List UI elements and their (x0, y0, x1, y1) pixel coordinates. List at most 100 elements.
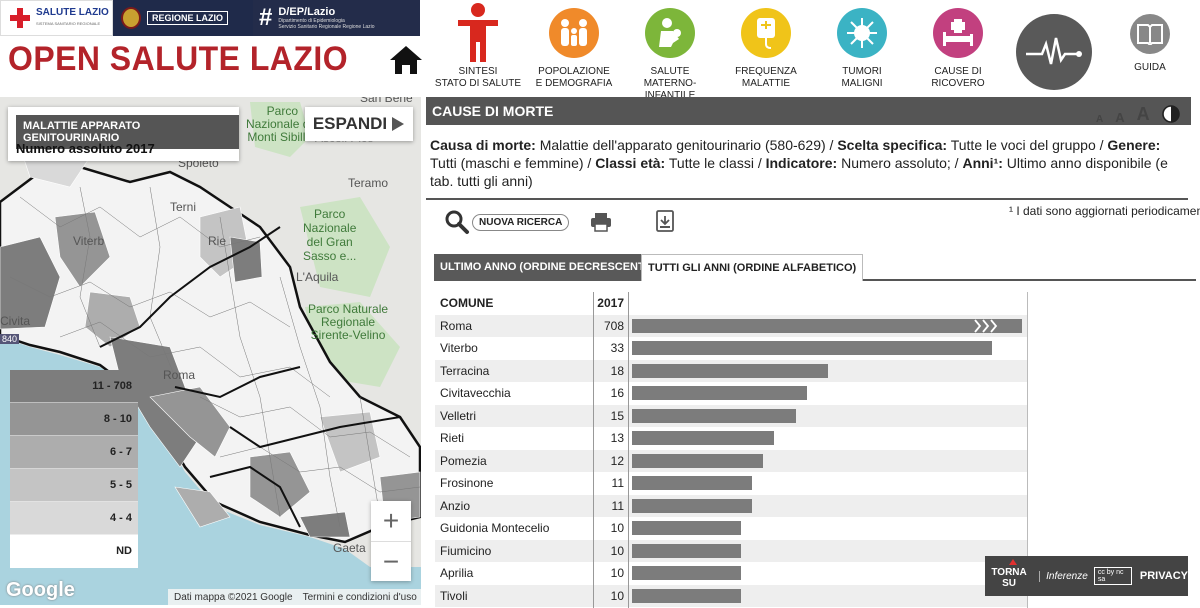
choropleth-map[interactable]: San Bene Parco Nazionale dei Monti Sibil… (0, 97, 421, 605)
nav-item[interactable]: POPOLAZIONE E DEMOGRAFIA (526, 8, 622, 90)
site-title[interactable]: OPEN SALUTE LAZIO (8, 40, 349, 78)
comune-name: Fiumicino (440, 543, 492, 558)
play-arrow-icon (392, 117, 405, 131)
table-row[interactable]: Fiumicino 10 (435, 539, 1027, 562)
legend-item[interactable]: ND (10, 535, 138, 568)
place-label: Roma (163, 368, 196, 382)
nav-item[interactable] (1006, 8, 1102, 98)
place-label: Parco Naturale Regionale Sirente-Velino (308, 302, 389, 342)
results-table: COMUNE 2017 Roma 708 Viterbo 33 Terracina 18 Civ… (435, 292, 1027, 607)
inferenze-logo[interactable]: Inferenze (1039, 570, 1088, 582)
comune-value: 18 (610, 363, 624, 378)
comune-name: Roma (440, 318, 473, 333)
bar (632, 521, 741, 535)
comune-name: Tivoli (440, 588, 468, 603)
privacy-link[interactable]: PRIVACY (1139, 570, 1188, 582)
criteria-key: Anni¹: (962, 155, 1003, 171)
back-to-top-button[interactable]: TORNA SU (985, 559, 1033, 589)
regione-seal-icon (121, 7, 141, 29)
legend-item[interactable]: 5 - 5 (10, 469, 138, 502)
bar (632, 431, 774, 445)
nav-item-label: POPOLAZIONE E DEMOGRAFIA (535, 66, 613, 89)
criteria-value: Malattie dell'apparato genitourinario (5… (535, 137, 838, 153)
regione-lazio-logo[interactable]: REGIONE LAZIO (113, 0, 253, 36)
table-row[interactable]: Aprilia 10 (435, 562, 1027, 585)
column-header-comune[interactable]: COMUNE (440, 296, 494, 310)
bar (632, 498, 752, 513)
salute-lazio-logo[interactable]: SALUTE LAZIO SISTEMA SANITARIO REGIONALE (0, 0, 113, 36)
home-icon[interactable] (388, 44, 424, 76)
legend-item[interactable]: 8 - 10 (10, 403, 138, 436)
nav-item-label: SINTESI STATO DI SALUTE (434, 66, 522, 89)
table-row[interactable]: Frosinone 11 (435, 472, 1027, 495)
bar (632, 566, 741, 580)
comune-name: Frosinone (440, 476, 494, 490)
section-title: CAUSE DI MORTE (426, 97, 1191, 125)
terms-link[interactable]: Termini e condizioni d'uso (302, 591, 417, 603)
comune-name: Civitavecchia (440, 386, 511, 400)
comune-name: Terracina (440, 363, 490, 378)
table-row[interactable]: Tivoli 10 (435, 584, 1027, 607)
bar (632, 386, 807, 400)
main-nav: SINTESI STATO DI SALUTE POPOLAZIONE E DEM… (427, 0, 1200, 101)
zoom-out-button[interactable]: − (371, 541, 411, 581)
table-row[interactable]: Guidonia Montecelio 10 (435, 517, 1027, 540)
print-icon[interactable] (590, 212, 612, 232)
truncation-chevron-icon (982, 318, 990, 333)
nav-item[interactable]: TUMORI MALIGNI (814, 8, 910, 90)
nav-item[interactable]: FREQUENZA MALATTIE (718, 8, 814, 90)
table-header: COMUNE 2017 (435, 292, 1027, 315)
map-title-box: MALATTIE APPARATO GENITOURINARIO Numero … (8, 107, 239, 161)
comune-name: Pomezia (440, 453, 487, 468)
nav-item-label: TUMORI MALIGNI (841, 66, 883, 89)
expand-button[interactable]: ESPANDI (305, 107, 413, 141)
tab-all-years[interactable]: TUTTI GLI ANNI (ORDINE ALFABETICO) (641, 254, 864, 281)
dep-mark-icon: # (259, 4, 273, 31)
comune-value: 10 (610, 521, 624, 535)
table-row[interactable]: Anzio 11 (435, 494, 1027, 517)
place-label: San Bene (360, 97, 413, 105)
legend-item[interactable]: 11 - 708 (10, 370, 138, 403)
table-row[interactable]: Viterbo 33 (435, 337, 1027, 360)
table-row[interactable]: Terracina 18 (435, 359, 1027, 382)
legend-item[interactable]: 6 - 7 (10, 436, 138, 469)
comune-name: Velletri (440, 408, 477, 423)
place-label: L'Aquila (296, 270, 339, 284)
contrast-icon[interactable] (1161, 105, 1180, 123)
red-cross-icon (9, 7, 31, 29)
cc-license-badge[interactable]: cc by nc sa (1093, 567, 1132, 585)
new-search-button[interactable]: NUOVA RICERCA (444, 209, 570, 235)
comune-name: Rieti (440, 431, 465, 445)
nav-item[interactable]: SINTESI STATO DI SALUTE (430, 3, 526, 90)
table-row[interactable]: Roma 708 (435, 314, 1027, 337)
font-small-button[interactable]: A (1096, 114, 1104, 125)
bar (632, 408, 796, 423)
column-header-year[interactable]: 2017 (597, 296, 624, 310)
table-row[interactable]: Velletri 15 (435, 404, 1027, 427)
criteria-key: Scelta specifica: (837, 137, 948, 153)
place-label: Terni (170, 200, 197, 214)
table-row[interactable]: Rieti 13 (435, 427, 1027, 450)
tab-latest-year[interactable]: ULTIMO ANNO (ORDINE DECRESCENTE) (434, 254, 662, 281)
table-row[interactable]: Pomezia 12 (435, 449, 1027, 472)
table-row[interactable]: Civitavecchia 16 (435, 382, 1027, 405)
font-large-button[interactable]: A (1136, 104, 1150, 124)
nav-item[interactable]: SALUTE MATERNO-INFANTILE (622, 8, 718, 102)
legend-item[interactable]: 4 - 4 (10, 502, 138, 535)
dep-lazio-logo[interactable]: # D/EP/Lazio Dipartimento di Epidemiologi… (253, 0, 420, 36)
query-description: Causa di morte: Malattie dell'apparato g… (430, 136, 1190, 190)
criteria-value: Ultimo anno disponibile (e tab. tutti gl… (430, 155, 1168, 189)
google-logo[interactable]: Google (6, 579, 75, 601)
download-icon[interactable] (656, 210, 674, 232)
view-tabs: ULTIMO ANNO (ORDINE DECRESCENTE) TUTTI G… (434, 254, 1196, 281)
nav-item[interactable]: CAUSE DI RICOVERO (910, 8, 1006, 90)
font-medium-button[interactable]: A (1115, 110, 1125, 125)
logo-bar: SALUTE LAZIO SISTEMA SANITARIO REGIONALE … (0, 0, 420, 36)
comune-value: 11 (611, 476, 624, 490)
comune-value: 16 (610, 386, 624, 400)
map-data-credit: Dati mappa ©2021 Google (174, 591, 293, 603)
nav-item[interactable]: GUIDA (1102, 8, 1198, 74)
nav-item-label: GUIDA (1134, 62, 1166, 73)
zoom-in-button[interactable]: + (382, 505, 400, 536)
